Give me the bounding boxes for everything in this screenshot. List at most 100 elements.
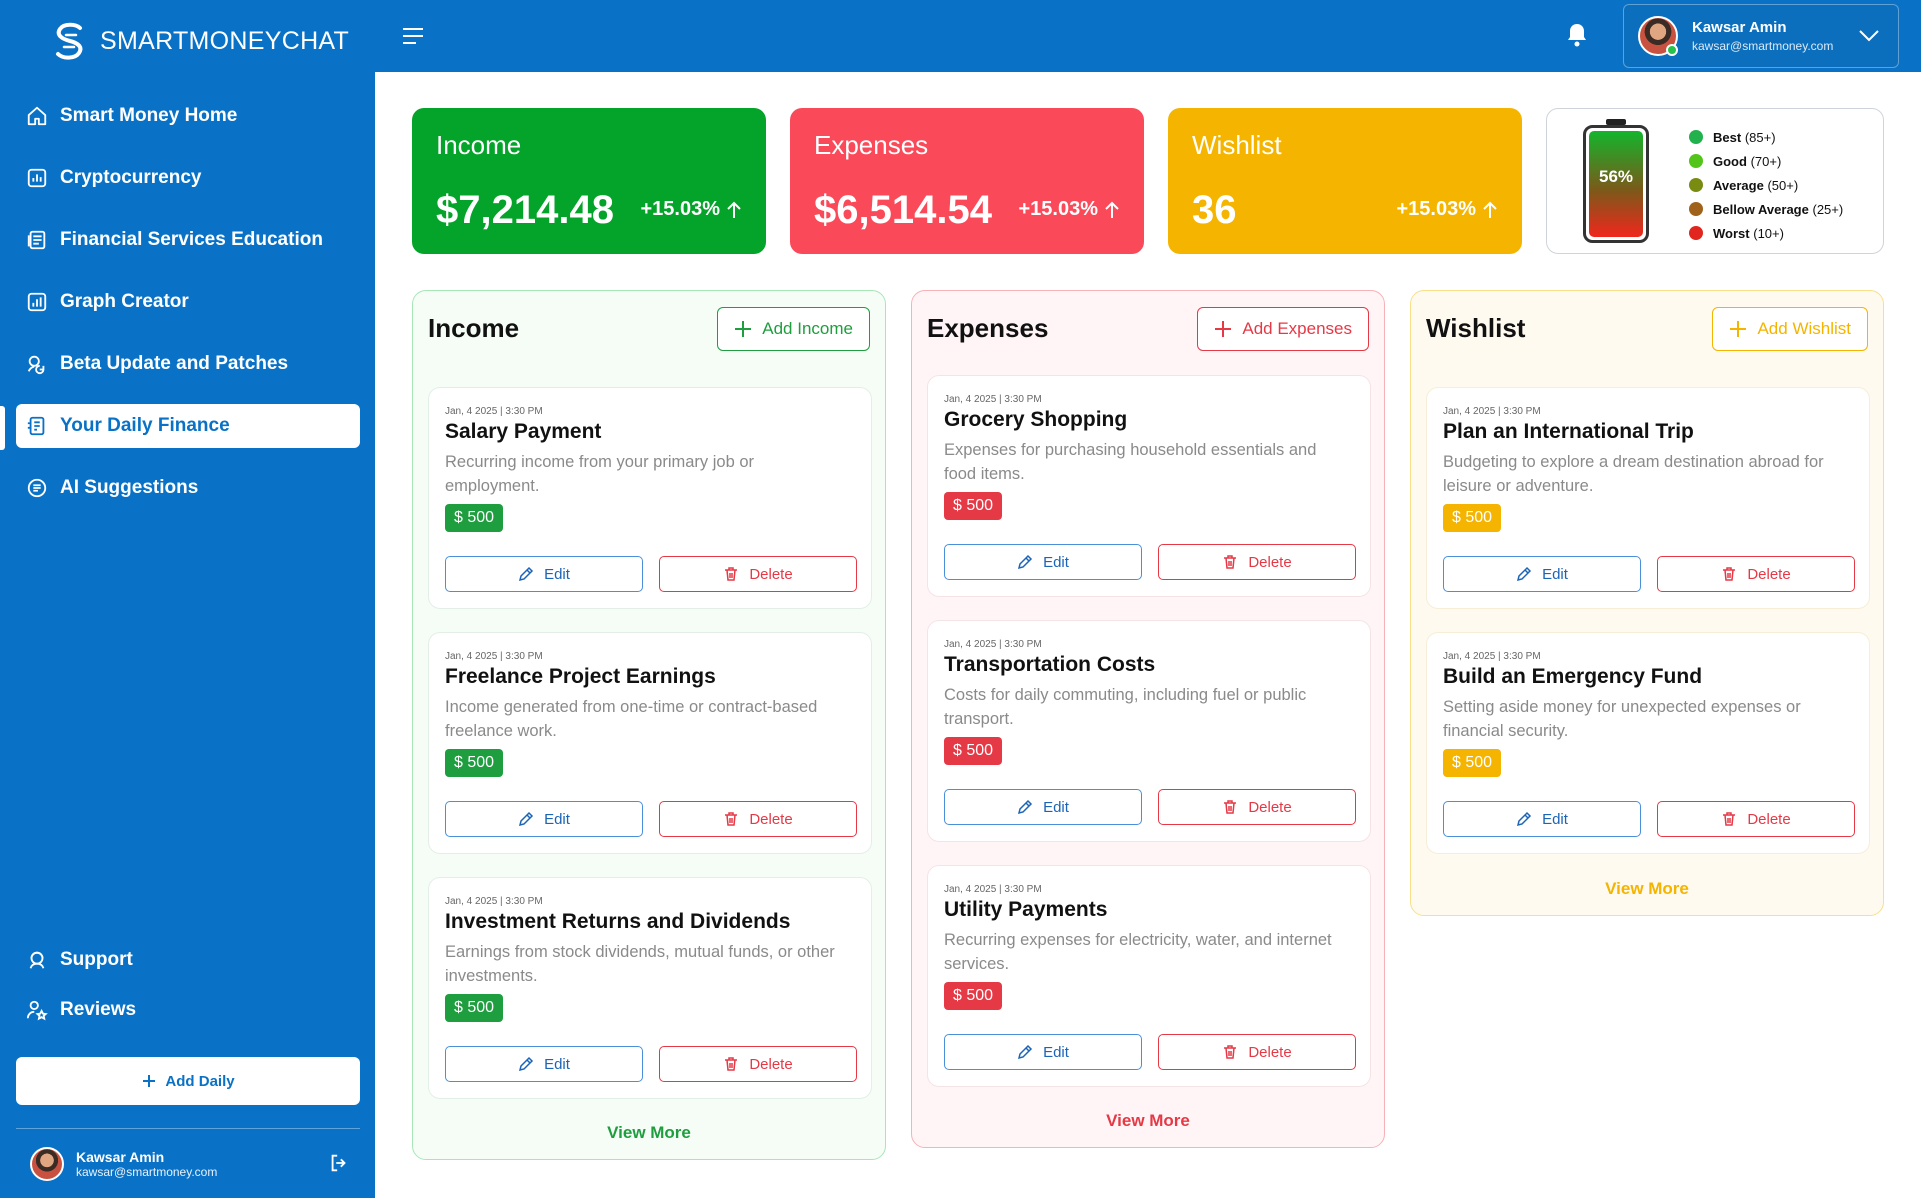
stat-delta-text: +15.03% (1018, 198, 1098, 220)
card-meta: Jan, 4 2025 | 3:30 PM (445, 896, 543, 907)
edit-button[interactable]: Edit (445, 556, 643, 592)
delete-button[interactable]: Delete (659, 556, 857, 592)
delete-button[interactable]: Delete (659, 1046, 857, 1082)
battery-score-gauge: 56% (1583, 119, 1649, 243)
sidebar-item-financial-services-education[interactable]: Financial Services Education (16, 218, 360, 262)
card-time: 3:30 PM (1503, 406, 1541, 417)
edit-button[interactable]: Edit (944, 789, 1142, 825)
header-user-menu[interactable]: Kawsar Amin kawsar@smartmoney.com (1623, 4, 1899, 68)
delete-button[interactable]: Delete (1158, 789, 1356, 825)
card-description: Costs for daily commuting, including fue… (944, 686, 1307, 728)
legend-range: (85+) (1744, 129, 1776, 145)
legend-label: Bellow Average (1713, 201, 1809, 217)
sidebar-item-graph-creator[interactable]: Graph Creator (16, 280, 360, 324)
edit-button[interactable]: Edit (944, 1034, 1142, 1070)
arrow-up-icon (1105, 201, 1119, 218)
sidebar-item-cryptocurrency[interactable]: Cryptocurrency (16, 156, 360, 200)
pencil-icon (519, 566, 534, 582)
sidebar-user-profile[interactable]: Kawsar Amin kawsar@smartmoney.com (30, 1144, 350, 1184)
delete-label: Delete (1248, 798, 1292, 816)
amount-badge: $ 500 (944, 492, 1003, 520)
sidebar-item-support[interactable]: Support (16, 938, 360, 982)
card-title: Utility Payments (944, 898, 1108, 921)
edit-button[interactable]: Edit (445, 1046, 643, 1082)
menu-icon[interactable] (401, 26, 425, 46)
card-date: Jan, 4 2025 (445, 406, 498, 417)
trash-icon (725, 567, 738, 581)
pencil-icon (1018, 799, 1033, 815)
card-date: Jan, 4 2025 (944, 639, 997, 650)
legend-label: Good (1713, 153, 1747, 169)
sidebar-item-label: Reviews (60, 999, 137, 1020)
battery-cap (1606, 119, 1626, 125)
delete-label: Delete (1248, 1043, 1292, 1061)
legend-text: Good (70+) (1713, 154, 1781, 169)
card-meta: Jan, 4 2025 | 3:30 PM (1443, 651, 1541, 662)
amount-badge: $ 500 (1443, 749, 1502, 777)
header-user-email: kawsar@smartmoney.com (1692, 39, 1834, 53)
sidebar-item-beta-update[interactable]: Beta Update and Patches (16, 342, 360, 386)
legend-range: (50+) (1767, 177, 1799, 193)
legend-item: Worst (10+) (1689, 221, 1843, 245)
add-income-button[interactable]: Add Income (717, 307, 870, 351)
card-time: 3:30 PM (1503, 651, 1541, 662)
battery-percent: 56% (1599, 167, 1633, 186)
sidebar-item-reviews[interactable]: Reviews (16, 988, 360, 1032)
view-more-expenses-link[interactable]: View More (1106, 1111, 1190, 1130)
sidebar-item-ai-suggestions[interactable]: AI Suggestions (16, 466, 360, 510)
card-description: Earnings from stock dividends, mutual fu… (445, 943, 835, 985)
view-more-wishlist-link[interactable]: View More (1605, 879, 1689, 898)
add-expenses-button[interactable]: Add Expenses (1197, 307, 1369, 351)
logout-icon[interactable] (328, 1152, 350, 1174)
card-title: Plan an International Trip (1443, 420, 1694, 443)
card-description: Setting aside money for unexpected expen… (1443, 698, 1801, 740)
legend-label: Best (1713, 129, 1742, 145)
stat-card-expenses: Expenses $6,514.54 +15.03% (790, 108, 1144, 254)
delete-label: Delete (749, 565, 793, 583)
bell-icon[interactable] (1565, 22, 1589, 48)
card-date: Jan, 4 2025 (944, 394, 997, 405)
edit-button[interactable]: Edit (944, 544, 1142, 580)
card-title: Build an Emergency Fund (1443, 665, 1703, 688)
sidebar-item-label: Graph Creator (60, 291, 189, 312)
delete-button[interactable]: Delete (1657, 556, 1855, 592)
add-daily-button[interactable]: Add Daily (16, 1057, 360, 1105)
sidebar-item-label: Support (60, 949, 133, 970)
pencil-icon (519, 811, 534, 827)
delete-button[interactable]: Delete (1657, 801, 1855, 837)
support-icon (29, 951, 45, 969)
sidebar: SMARTMONEYCHAT Smart Money Home Cryptocu… (0, 0, 375, 1198)
header-user-name: Kawsar Amin (1692, 19, 1787, 36)
pencil-icon (1517, 811, 1532, 827)
online-status-dot (1666, 44, 1678, 56)
add-wishlist-button[interactable]: Add Wishlist (1712, 307, 1868, 351)
reviews-icon (26, 1000, 48, 1021)
card-meta: Jan, 4 2025 | 3:30 PM (445, 651, 543, 662)
legend-dot (1689, 130, 1703, 144)
edit-button[interactable]: Edit (445, 801, 643, 837)
card-meta: Jan, 4 2025 | 3:30 PM (445, 406, 543, 417)
delete-button[interactable]: Delete (1158, 544, 1356, 580)
stat-delta: +15.03% (1018, 198, 1120, 221)
delete-button[interactable]: Delete (1158, 1034, 1356, 1070)
add-wishlist-label: Add Wishlist (1757, 319, 1851, 338)
edit-button[interactable]: Edit (1443, 801, 1641, 837)
sidebar-item-your-daily-finance[interactable]: Your Daily Finance (16, 404, 360, 448)
brand-logo[interactable]: SMARTMONEYCHAT (52, 20, 349, 62)
pencil-icon (1018, 1044, 1033, 1060)
card-time: 3:30 PM (1004, 884, 1042, 895)
card-date: Jan, 4 2025 (445, 651, 498, 662)
active-nav-marker (0, 406, 5, 450)
edit-button[interactable]: Edit (1443, 556, 1641, 592)
amount-badge: $ 500 (944, 737, 1003, 765)
card-description: Budgeting to explore a dream destination… (1443, 453, 1824, 495)
delete-label: Delete (749, 810, 793, 828)
stat-delta: +15.03% (640, 198, 742, 221)
view-more-income-link[interactable]: View More (607, 1123, 691, 1142)
sidebar-item-smart-money-home[interactable]: Smart Money Home (16, 94, 360, 138)
delete-button[interactable]: Delete (659, 801, 857, 837)
sidebar-item-label: Smart Money Home (60, 105, 238, 126)
edit-label: Edit (544, 1055, 570, 1073)
expense-card: Jan, 4 2025 | 3:30 PM Utility Payments R… (927, 865, 1371, 1087)
